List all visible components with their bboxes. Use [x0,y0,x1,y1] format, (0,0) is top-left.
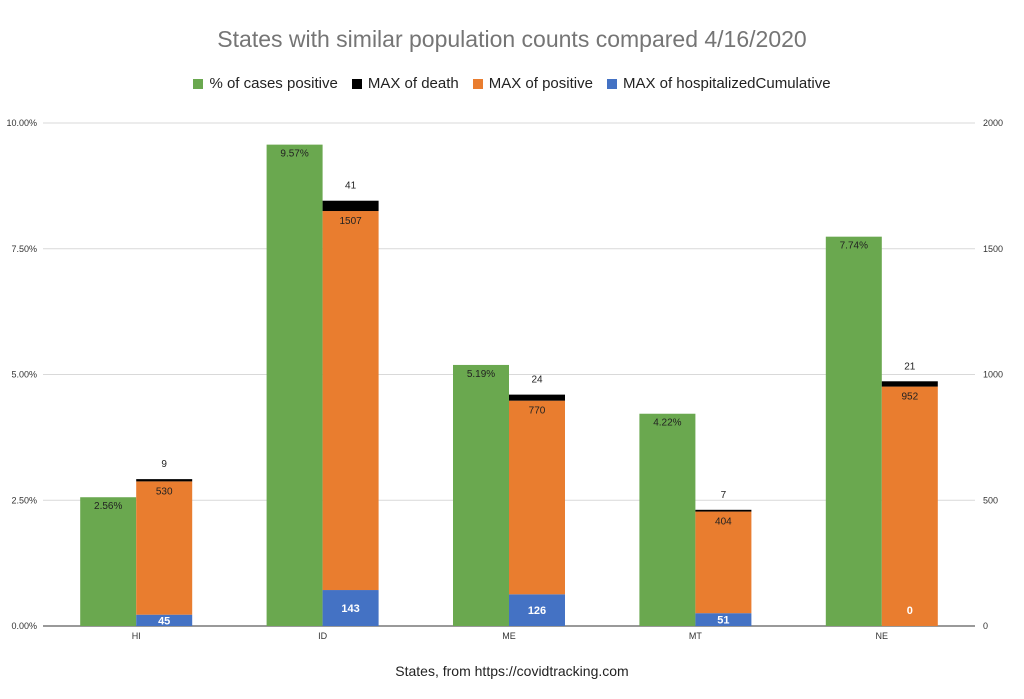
data-label-positive: 1507 [339,216,362,227]
bar-hospitalized [509,594,565,626]
x-axis-tick-label: HI [132,631,141,641]
legend-label: MAX of death [367,75,459,92]
legend-label: % of cases positive [209,75,338,92]
data-label-positive: 770 [529,406,546,417]
data-label-hospitalized: 0 [907,605,913,617]
bar-positive [136,481,193,615]
data-label-positive: 530 [156,486,173,497]
data-label-death: 9 [161,459,167,470]
data-label-death: 21 [904,361,916,372]
legend-label: MAX of positive [488,75,593,92]
legend-label: MAX of hospitalizedCumulative [622,75,831,92]
right-axis-tick-label: 500 [983,495,998,505]
right-axis-tick-label: 1000 [983,370,1003,380]
left-axis-tick-label: 0.00% [11,621,37,631]
bar-pct-positive [825,236,882,627]
legend-item: % of cases positive [193,75,338,92]
bar-death [695,509,752,512]
legend-swatch [193,78,204,89]
legend-item: MAX of death [351,75,459,92]
bar-death [322,200,379,212]
data-label-hospitalized: 45 [158,615,170,627]
left-axis-tick-label: 10.00% [6,118,37,128]
data-label-hospitalized: 51 [717,615,729,627]
x-axis-tick-label: ME [502,631,516,641]
bar-positive [695,511,752,614]
legend-swatch [606,78,617,89]
bar-death [881,381,938,387]
bar-death [509,394,565,401]
data-label-death: 7 [721,490,727,501]
data-label-positive: 952 [901,392,918,403]
bar-hospitalized [322,590,379,626]
bar-pct-positive [453,364,509,626]
legend-item: MAX of hospitalizedCumulative [606,75,831,92]
right-axis-tick-label: 2000 [983,118,1003,128]
x-axis-tick-label: NE [876,631,889,641]
x-axis-tick-label: ID [318,631,328,641]
data-label-pct-positive: 9.57% [280,149,308,160]
bar-hospitalized [136,614,193,626]
data-label-death: 24 [531,375,543,386]
bar-positive [509,400,565,595]
legend: % of cases positive MAX of death MAX of po… [0,75,1024,92]
bar-pct-positive [266,144,323,626]
right-axis-tick-label: 0 [983,621,988,631]
data-label-pct-positive: 7.74% [840,241,868,252]
bar-hospitalized [695,613,752,626]
data-label-hospitalized: 143 [341,603,359,615]
data-label-pct-positive: 5.19% [467,369,495,380]
data-label-positive: 404 [715,517,732,528]
chart-title: States with similar population counts co… [217,26,807,52]
data-label-hospitalized: 126 [528,605,546,617]
legend-item: MAX of positive [472,75,593,92]
left-axis-tick-label: 7.50% [11,244,37,254]
bar-positive [881,386,938,626]
data-label-death: 41 [345,181,357,192]
legend-swatch [472,78,483,89]
left-axis-tick-label: 5.00% [11,370,37,380]
bar-pct-positive [80,497,137,626]
data-label-pct-positive: 4.22% [653,418,681,429]
bar-death [136,479,193,482]
bar-pct-positive [639,413,696,626]
bar-positive [322,211,379,591]
data-label-pct-positive: 2.56% [94,501,122,512]
left-axis-tick-label: 2.50% [11,495,37,505]
legend-swatch [351,78,362,89]
x-axis-title: States, from https://covidtracking.com [395,663,629,679]
x-axis-tick-label: MT [689,631,702,641]
right-axis-tick-label: 1500 [983,244,1003,254]
